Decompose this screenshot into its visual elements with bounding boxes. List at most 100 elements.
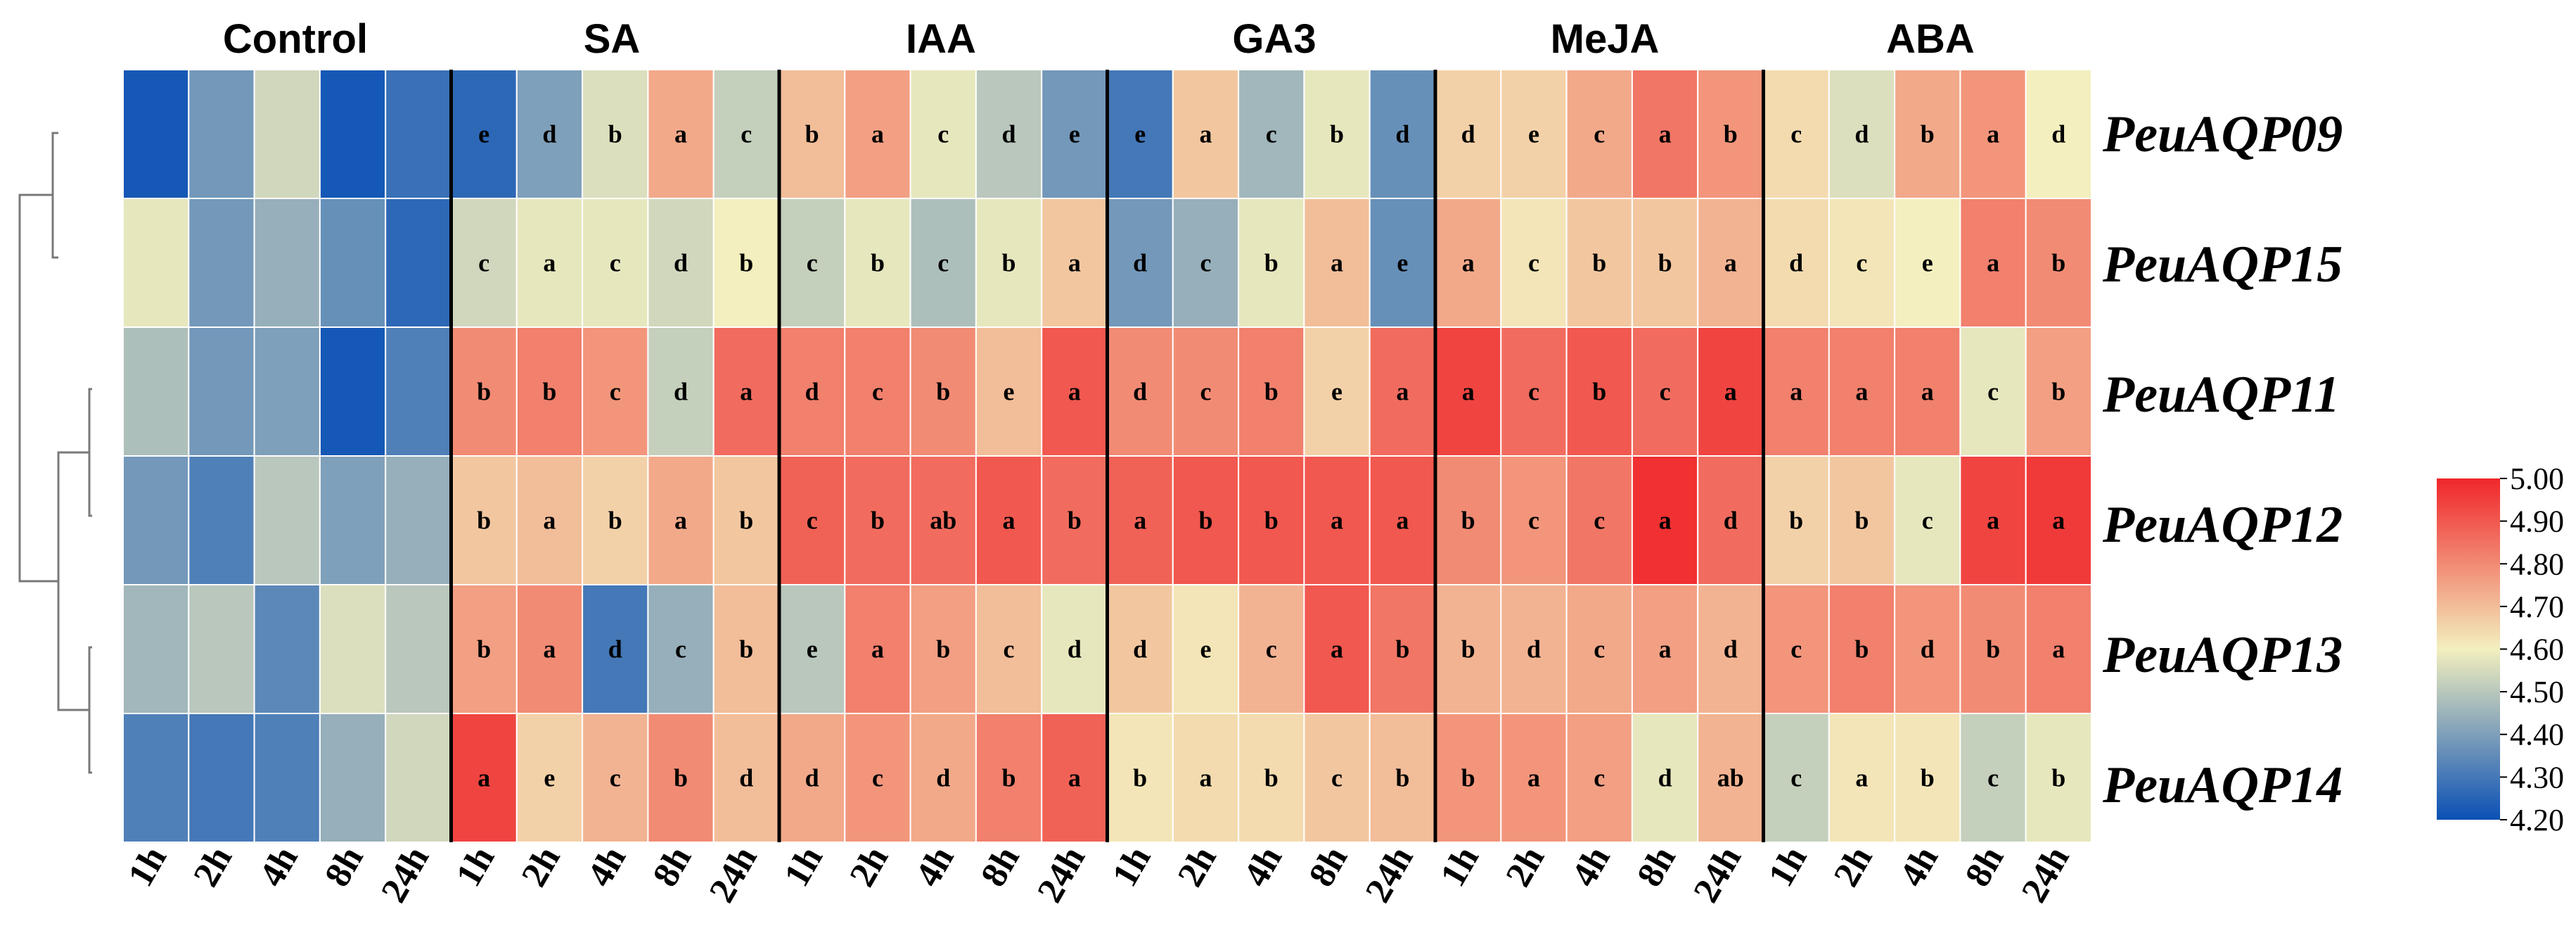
heatmap-cell [1828, 584, 1896, 714]
heatmap-cell [1631, 69, 1699, 199]
significance-letter: a [1987, 507, 1999, 535]
heatmap-cell [253, 326, 321, 457]
significance-letter: b [1724, 120, 1738, 148]
heatmap-cell [1238, 198, 1305, 328]
significance-letter: c [1790, 764, 1802, 792]
heatmap-cell [1894, 69, 1961, 199]
dendrogram-branch [88, 388, 92, 517]
heatmap-cell [1303, 713, 1371, 843]
heatmap-cell [2025, 713, 2092, 843]
group-label-ga3: GA3 [1232, 16, 1316, 62]
significance-letter: b [1921, 764, 1935, 792]
significance-letter: c [1594, 635, 1605, 664]
heatmap-cell [1697, 713, 1764, 843]
x-tick-label: 4h [579, 839, 634, 893]
significance-letter: b [936, 378, 950, 406]
x-tick-label: 4h [1564, 839, 1618, 893]
heatmap-cell [188, 69, 255, 199]
significance-letter: c [807, 507, 818, 535]
x-tick-label: 2h [1826, 839, 1880, 893]
heatmap-cell [909, 455, 977, 585]
heatmap-cell [122, 584, 190, 714]
x-tick-label: 24h [373, 839, 437, 909]
significance-letter: b [1592, 378, 1606, 406]
significance-letter: a [1331, 635, 1343, 664]
heatmap-cell [385, 69, 452, 199]
significance-letter: b [1068, 507, 1082, 535]
heatmap-cell [1959, 584, 2027, 714]
x-tick-label: 24h [2014, 839, 2077, 909]
significance-letter: c [1004, 635, 1015, 664]
dendrogram-branch [88, 646, 92, 774]
heatmap-cell [515, 584, 584, 714]
heatmap-cell [122, 326, 190, 457]
heatmap-cell [188, 584, 255, 714]
group-label-iaa: IAA [906, 16, 976, 62]
significance-letter: e [1069, 120, 1080, 148]
heatmap-cell [582, 326, 649, 457]
x-tick-label: 2h [1499, 839, 1553, 893]
heatmap-cells [122, 69, 2092, 843]
heatmap-cell [909, 69, 977, 199]
significance-letter: a [543, 635, 556, 664]
heatmap-cell [1697, 69, 1764, 199]
significance-letter: b [1986, 635, 2000, 664]
significance-letter: b [542, 378, 556, 406]
significance-letter: b [1461, 507, 1475, 535]
heatmap-cell [253, 69, 321, 199]
heatmap-cell [582, 455, 649, 585]
gene-label-peuaqp13: PeuAQP13 [2102, 626, 2343, 684]
significance-letter: b [739, 249, 753, 277]
significance-letter: c [1922, 507, 1933, 535]
significance-letter: b [477, 635, 491, 664]
heatmap-cell [1106, 455, 1174, 585]
significance-letter: c [1790, 635, 1802, 664]
significance-letter: c [937, 120, 949, 148]
heatmap-cell [1238, 713, 1305, 843]
significance-letter: a [1200, 120, 1212, 148]
heatmap-cell [647, 69, 715, 199]
colorbar-tick-label: 4.60 [2510, 633, 2564, 667]
heatmap-cell [1697, 326, 1764, 457]
group-label-control: Control [223, 16, 368, 62]
colorbar-tick-label: 4.50 [2510, 675, 2564, 709]
significance-letter: c [1987, 378, 1999, 406]
heatmap-cell [1894, 584, 1961, 714]
heatmap-cell [450, 326, 518, 457]
significance-letter: a [1855, 764, 1868, 792]
heatmap-cell [122, 69, 190, 199]
heatmap-cell [1106, 326, 1174, 457]
heatmap-cell [1238, 455, 1305, 585]
significance-letter: a [1134, 507, 1146, 535]
heatmap-cell [1369, 713, 1436, 843]
heatmap-cell [1500, 455, 1568, 585]
heatmap-cell [1500, 198, 1568, 328]
significance-letter: c [1528, 249, 1539, 277]
significance-letter: a [1068, 764, 1081, 792]
significance-letter: a [1987, 120, 1999, 148]
heatmap-cell [1762, 198, 1830, 328]
significance-letter: c [610, 764, 621, 792]
heatmap-cell [1894, 198, 1961, 328]
heatmap-cell [1500, 713, 1568, 843]
significance-letter: c [1856, 249, 1867, 277]
colorbar-ticks: 5.00 4.90 4.80 4.70 4.60 4.50 4.40 4.30 4.20 [2500, 462, 2564, 837]
significance-letter: d [1001, 120, 1015, 148]
heatmap-cell [1303, 455, 1371, 585]
heatmap-cell [1762, 584, 1830, 714]
significance-letter: d [739, 764, 753, 792]
colorbar-legend: 5.00 4.90 4.80 4.70 4.60 4.50 4.40 4.30 4.20 [2437, 462, 2564, 837]
heatmap-cell [1238, 69, 1305, 199]
significance-letter: b [1461, 635, 1475, 664]
heatmap-cell [1828, 713, 1896, 843]
significance-letter: e [1397, 249, 1408, 277]
heatmap-cell [909, 713, 977, 843]
significance-letter: a [1068, 378, 1081, 406]
heatmap-cell [1697, 584, 1764, 714]
gene-label-peuaqp11: PeuAQP11 [2102, 366, 2340, 424]
heatmap-cell [1106, 713, 1174, 843]
heatmap-cell [253, 584, 321, 714]
x-tick-label: 4h [1892, 839, 1946, 893]
heatmap-cell [319, 69, 387, 199]
significance-letter: c [1266, 120, 1277, 148]
